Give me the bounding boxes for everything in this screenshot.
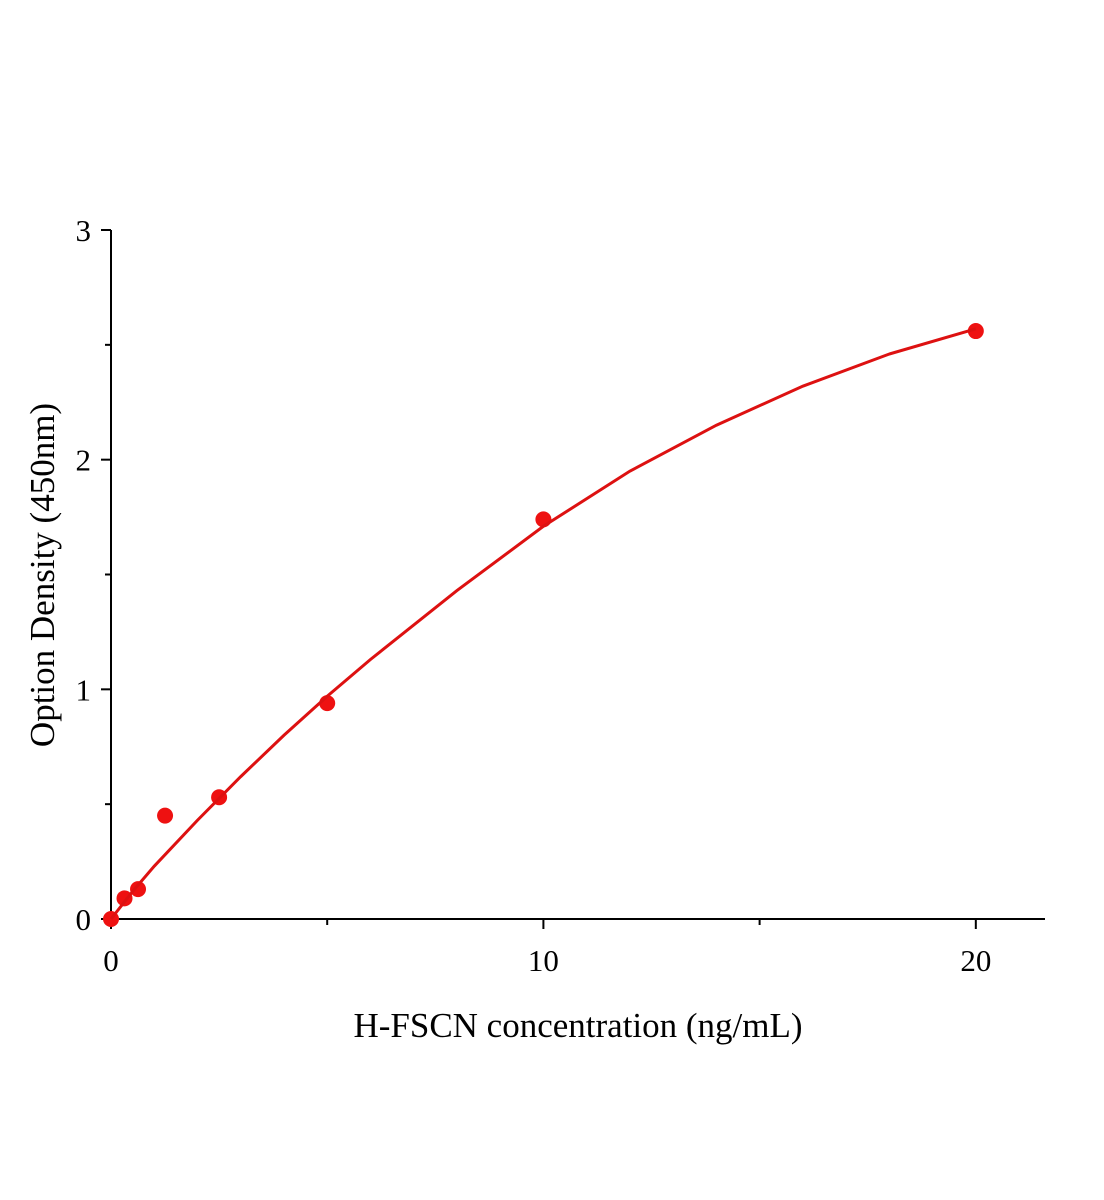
x-axis-label: H-FSCN concentration (ng/mL) <box>353 1006 802 1045</box>
data-point <box>157 807 174 824</box>
x-tick-label: 20 <box>960 943 991 978</box>
x-tick-label: 10 <box>528 943 559 978</box>
x-tick-label: 0 <box>103 943 119 978</box>
y-tick-label: 0 <box>76 902 92 937</box>
y-tick-label: 3 <box>76 213 92 248</box>
y-tick-label: 2 <box>76 443 92 478</box>
y-tick-label: 1 <box>76 672 92 707</box>
fit-curve <box>109 327 977 920</box>
data-point <box>130 881 147 898</box>
data-point <box>967 323 984 340</box>
y-axis-label: Option Density (450nm) <box>23 403 62 747</box>
